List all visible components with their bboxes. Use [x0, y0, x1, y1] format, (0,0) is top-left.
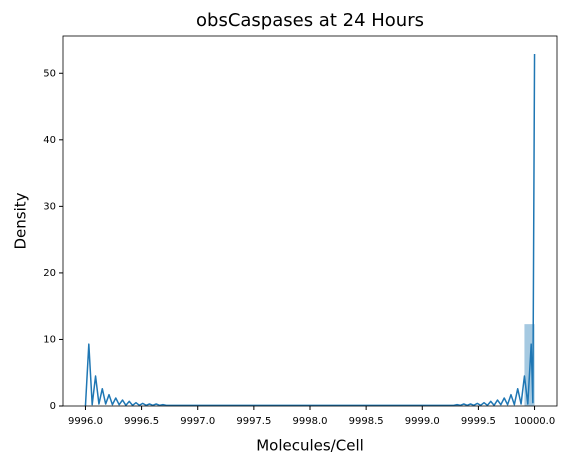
x-axis-label: Molecules/Cell	[256, 437, 364, 455]
x-tick-label: 9998.5	[349, 416, 384, 427]
x-tick-label: 9996.0	[68, 416, 103, 427]
x-tick-label: 9999.5	[461, 416, 496, 427]
y-tick-label: 40	[43, 135, 56, 146]
x-tick-label: 9998.0	[293, 416, 328, 427]
x-tick-label: 9997.0	[180, 416, 215, 427]
y-tick-label: 50	[43, 68, 56, 79]
y-tick-label: 10	[43, 334, 56, 345]
y-tick-label: 30	[43, 201, 56, 212]
kde-line	[84, 53, 536, 407]
chart-title: obsCaspases at 24 Hours	[196, 10, 424, 31]
y-axis-label: Density	[12, 192, 30, 249]
y-tick-label: 20	[43, 268, 56, 279]
y-tick-label: 0	[50, 401, 56, 412]
x-tick-label: 9999.0	[405, 416, 440, 427]
plot-frame	[62, 35, 558, 407]
x-tick-label: 9996.5	[124, 416, 159, 427]
x-tick-label: 9997.5	[236, 416, 271, 427]
x-tick-label: 10000.0	[514, 416, 555, 427]
